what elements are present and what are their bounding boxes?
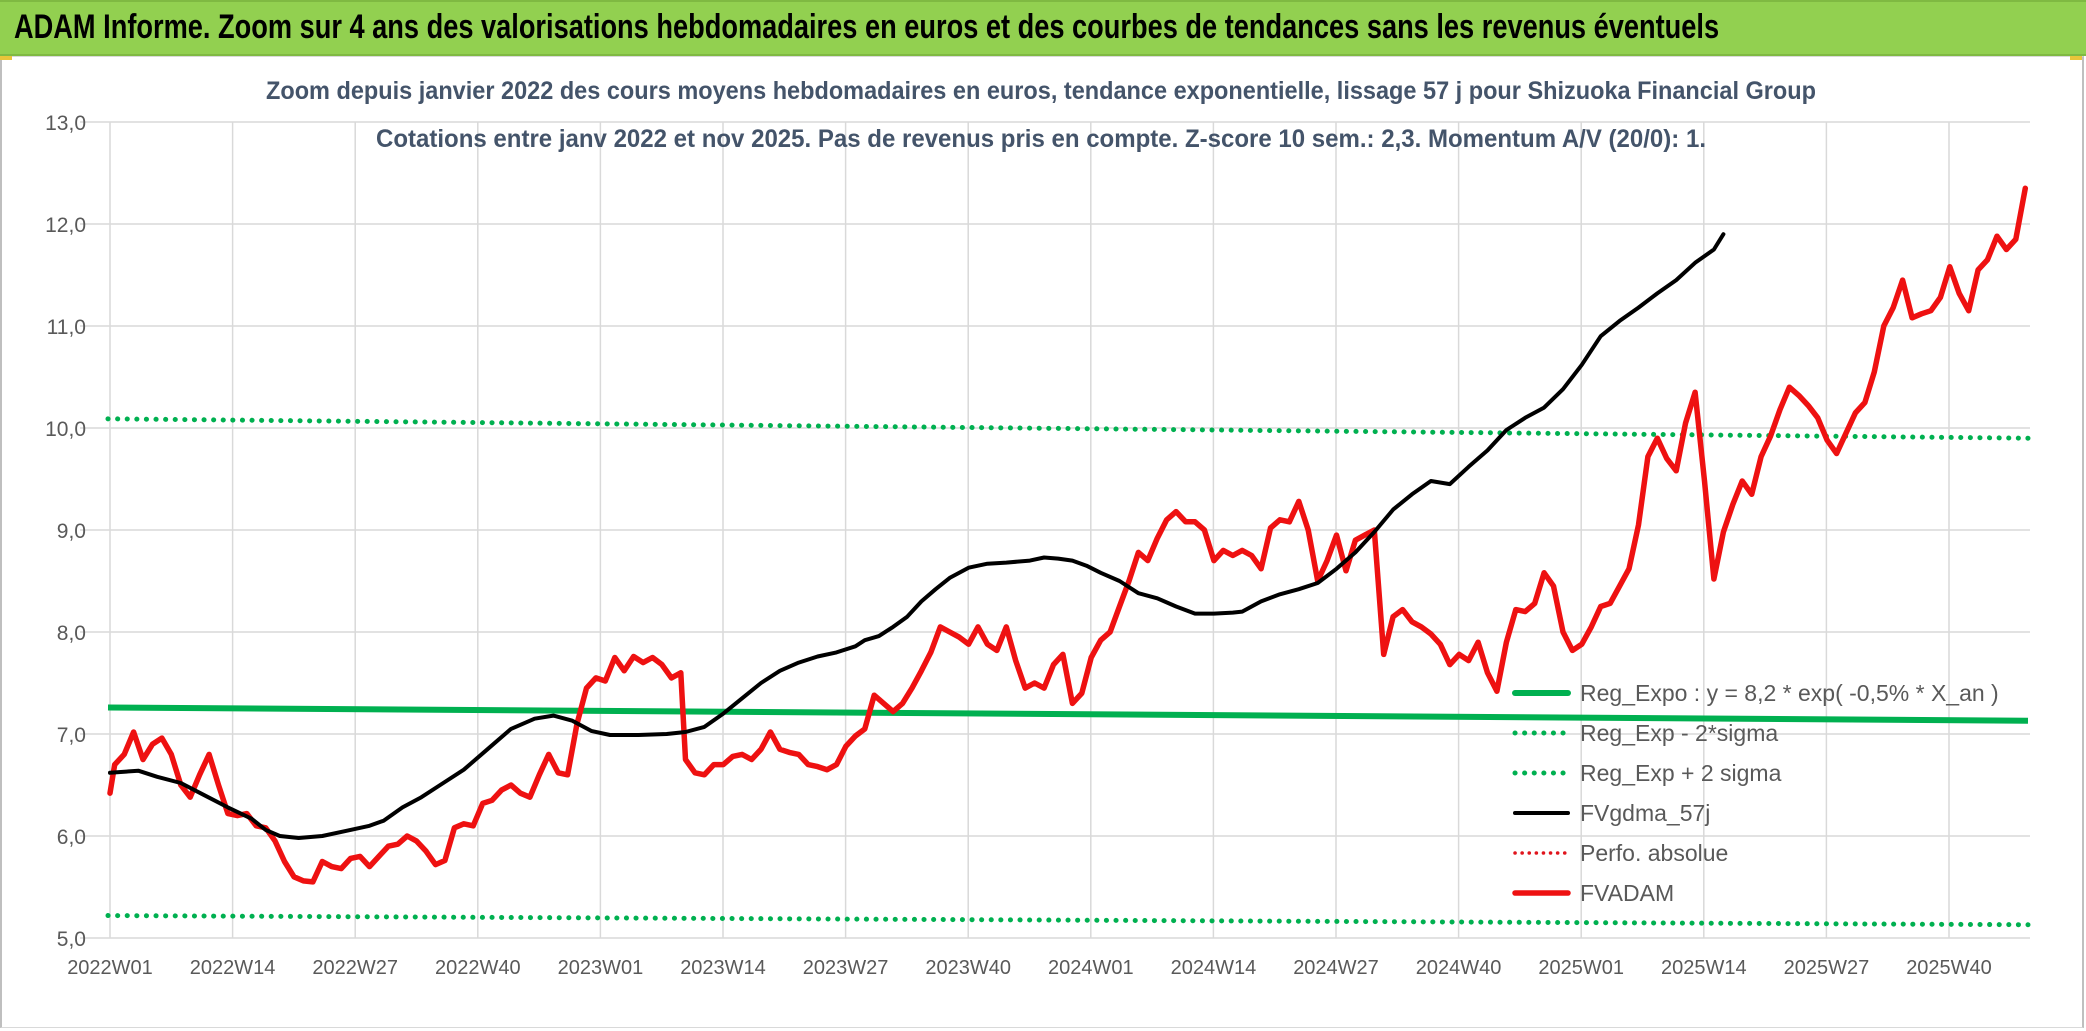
x-tick-label: 2022W01	[67, 957, 153, 979]
chart-title: Zoom depuis janvier 2022 des cours moyen…	[266, 77, 1816, 105]
series-fvadam	[107, 185, 2029, 885]
legend-fvgdma-label: FVgdma_57j	[1580, 800, 1710, 826]
legend-reg-exp-plus-label: Reg_Exp + 2 sigma	[1580, 760, 1782, 786]
x-tick-label: 2025W40	[1906, 957, 1992, 979]
series-fvgdma-57j	[108, 232, 1726, 840]
series-reg-exp-minus-2-sigma	[105, 913, 2031, 928]
legend: Reg_Expo : y = 8,2 * exp( -0,5% * X_an )…	[1512, 680, 1999, 906]
y-tick-label: 10,0	[45, 418, 86, 441]
chart-subtitle: Cotations entre janv 2022 et nov 2025. P…	[376, 125, 1706, 153]
grid	[80, 121, 2030, 939]
legend-perfo-label: Perfo. absolue	[1580, 840, 1728, 866]
x-tick-label: 2024W40	[1416, 957, 1502, 979]
y-tick-label: 6,0	[57, 826, 86, 849]
x-tick-label: 2024W01	[1048, 957, 1134, 979]
x-tick-label: 2023W01	[558, 957, 644, 979]
x-tick-label: 2023W40	[925, 957, 1011, 979]
y-tick-label: 11,0	[47, 316, 86, 339]
y-tick-label: 7,0	[57, 724, 86, 747]
x-tick-label: 2025W14	[1661, 957, 1747, 979]
x-tick-label: 2025W01	[1538, 957, 1624, 979]
x-tick-label: 2023W27	[803, 957, 889, 979]
series-reg-expo	[107, 704, 2029, 724]
x-tick-label: 2022W40	[435, 957, 521, 979]
x-tick-label: 2024W14	[1171, 957, 1257, 979]
x-tick-label: 2022W27	[312, 957, 398, 979]
report-title: ADAM Informe. Zoom sur 4 ans des valoris…	[14, 8, 1720, 46]
x-tick-label: 2025W27	[1784, 957, 1870, 979]
chart-canvas: 5,06,07,08,09,010,011,012,013,0 2022W01 2…	[45, 77, 2031, 979]
series-reg-exp-plus-2-sigma	[105, 416, 2031, 441]
x-tick-label: 2024W27	[1293, 957, 1379, 979]
y-tick-label: 8,0	[57, 622, 86, 645]
report-banner: ADAM Informe. Zoom sur 4 ans des valoris…	[0, 0, 2086, 56]
legend-reg-expo-label: Reg_Expo : y = 8,2 * exp( -0,5% * X_an )	[1580, 680, 1999, 706]
x-axis: 2022W01 2022W14 2022W27 2022W40 2023W01 2023W…	[67, 957, 1992, 979]
y-tick-label: 9,0	[57, 520, 86, 543]
legend-reg-exp-minus-label: Reg_Exp - 2*sigma	[1580, 720, 1778, 746]
y-tick-label: 13,0	[45, 112, 86, 135]
frame-corner-mark	[2070, 56, 2082, 60]
x-tick-label: 2022W14	[190, 957, 276, 979]
frame-corner-mark	[0, 56, 12, 60]
chart-frame	[0, 56, 2084, 1028]
y-tick-label: 12,0	[45, 214, 86, 237]
series-layer	[105, 185, 2031, 928]
legend-fvadam-label: FVADAM	[1580, 880, 1674, 906]
y-axis: 5,0 6,0 7,0 8,0 9,0 10,0 11,0 12,0 13,0	[45, 112, 86, 951]
y-tick-label: 5,0	[57, 928, 86, 951]
x-tick-label: 2023W14	[680, 957, 766, 979]
